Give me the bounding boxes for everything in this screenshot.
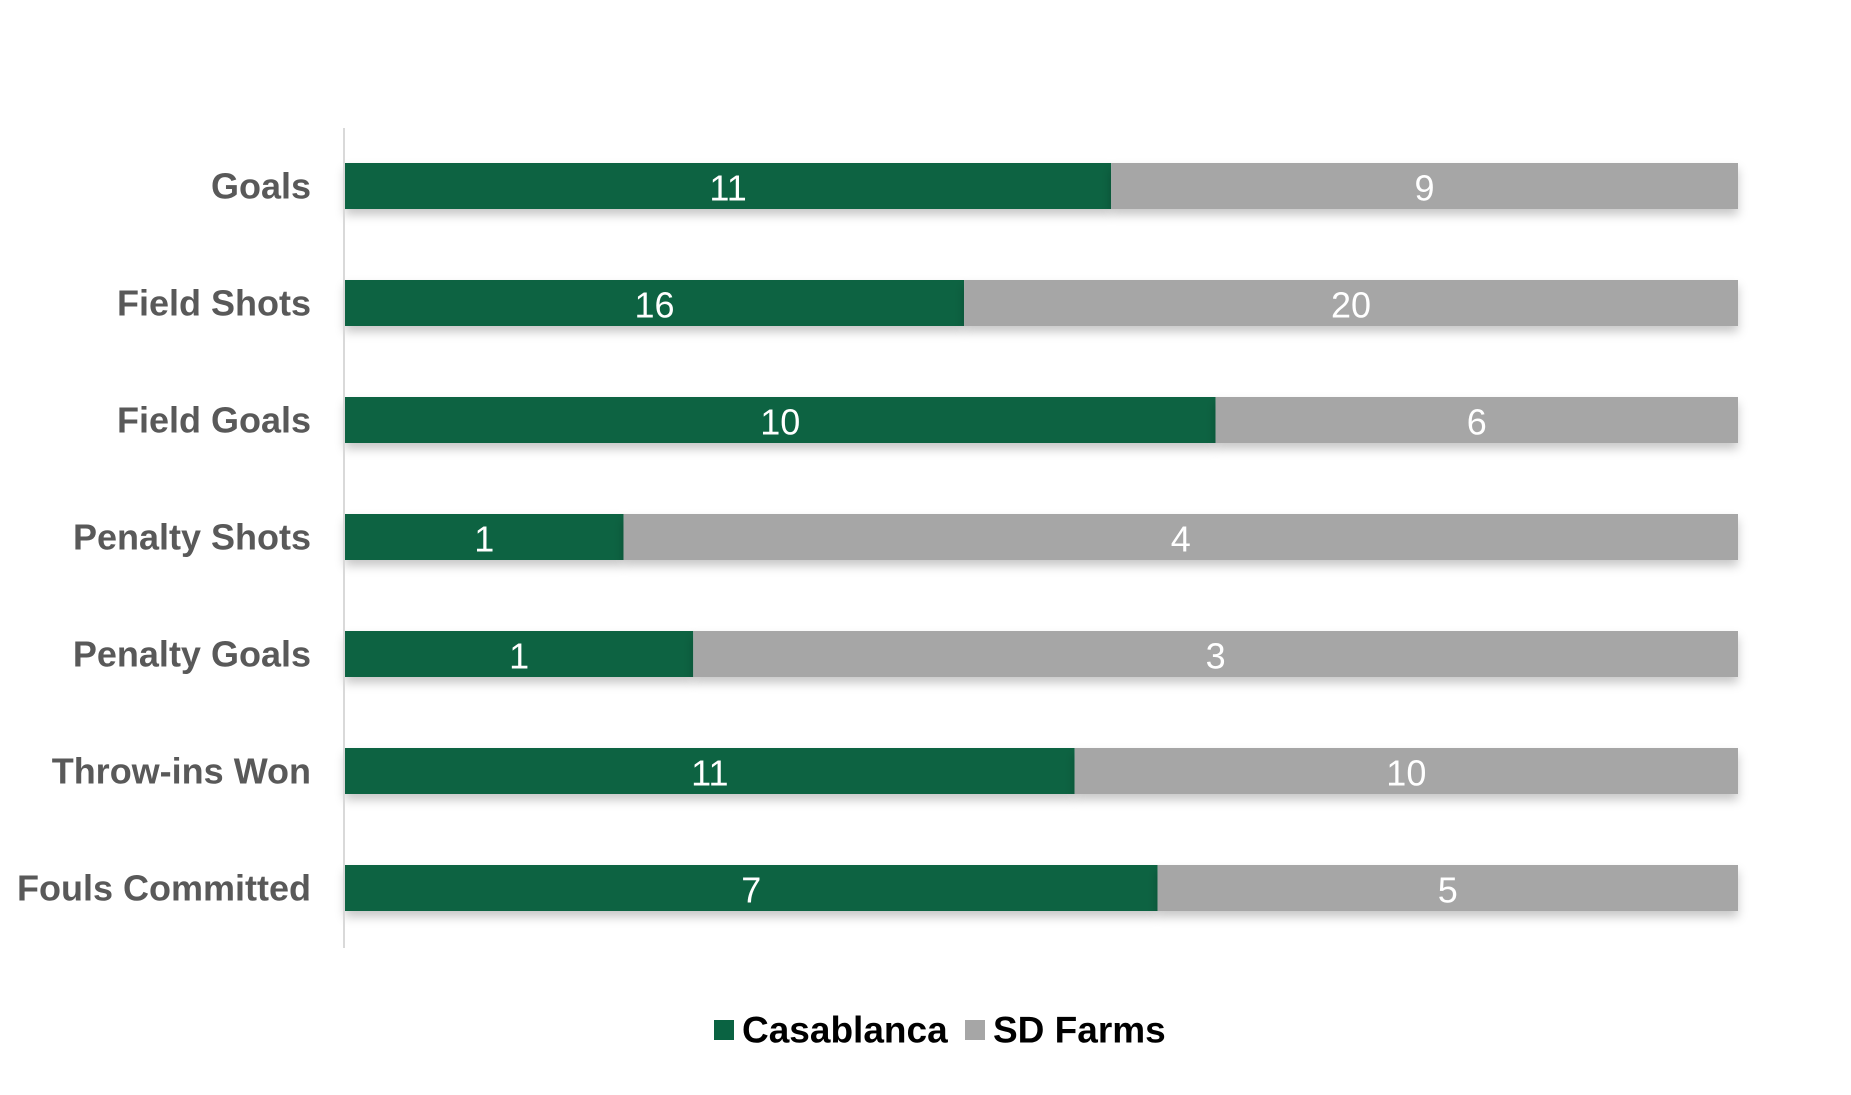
category-label: Penalty Goals	[73, 634, 311, 675]
category-label: Throw-ins Won	[52, 751, 311, 792]
data-label: 5	[1438, 870, 1458, 911]
bar-sd-farms	[1111, 163, 1738, 209]
bar-casablanca	[345, 631, 694, 677]
bar-casablanca	[345, 280, 965, 326]
bar-casablanca	[345, 514, 624, 560]
data-label: 1	[474, 519, 494, 560]
data-label: 11	[709, 168, 746, 209]
data-label: 9	[1415, 168, 1435, 209]
category-label: Goals	[211, 166, 311, 207]
legend: Casablanca SD Farms	[714, 1010, 1166, 1051]
legend-swatch	[965, 1020, 985, 1040]
data-label: 7	[741, 870, 761, 911]
data-label: 1	[509, 636, 529, 677]
legend-swatch	[714, 1020, 734, 1040]
data-label: 10	[760, 402, 800, 443]
category-label: Fouls Committed	[17, 868, 311, 909]
data-label: 6	[1467, 402, 1487, 443]
category-label: Field Goals	[117, 400, 311, 441]
data-label: 10	[1386, 753, 1426, 794]
data-label: 11	[691, 753, 728, 794]
category-label: Penalty Shots	[73, 517, 311, 558]
bar-casablanca	[345, 748, 1075, 794]
category-label: Field Shots	[117, 283, 311, 324]
bar-sd-farms	[1215, 397, 1738, 443]
data-label: 20	[1331, 285, 1371, 326]
legend-label: Casablanca	[742, 1010, 948, 1051]
bar-sd-farms	[623, 514, 1738, 560]
bar-sd-farms	[693, 631, 1738, 677]
legend-label: SD Farms	[993, 1010, 1166, 1051]
bar-sd-farms	[1074, 748, 1738, 794]
data-label: 3	[1206, 636, 1226, 677]
bar-casablanca	[345, 163, 1112, 209]
bar-casablanca	[345, 397, 1216, 443]
bar-casablanca	[345, 865, 1158, 911]
data-label: 16	[635, 285, 675, 326]
bar-sd-farms	[1157, 865, 1738, 911]
bar-sd-farms	[964, 280, 1738, 326]
data-label: 4	[1171, 519, 1191, 560]
